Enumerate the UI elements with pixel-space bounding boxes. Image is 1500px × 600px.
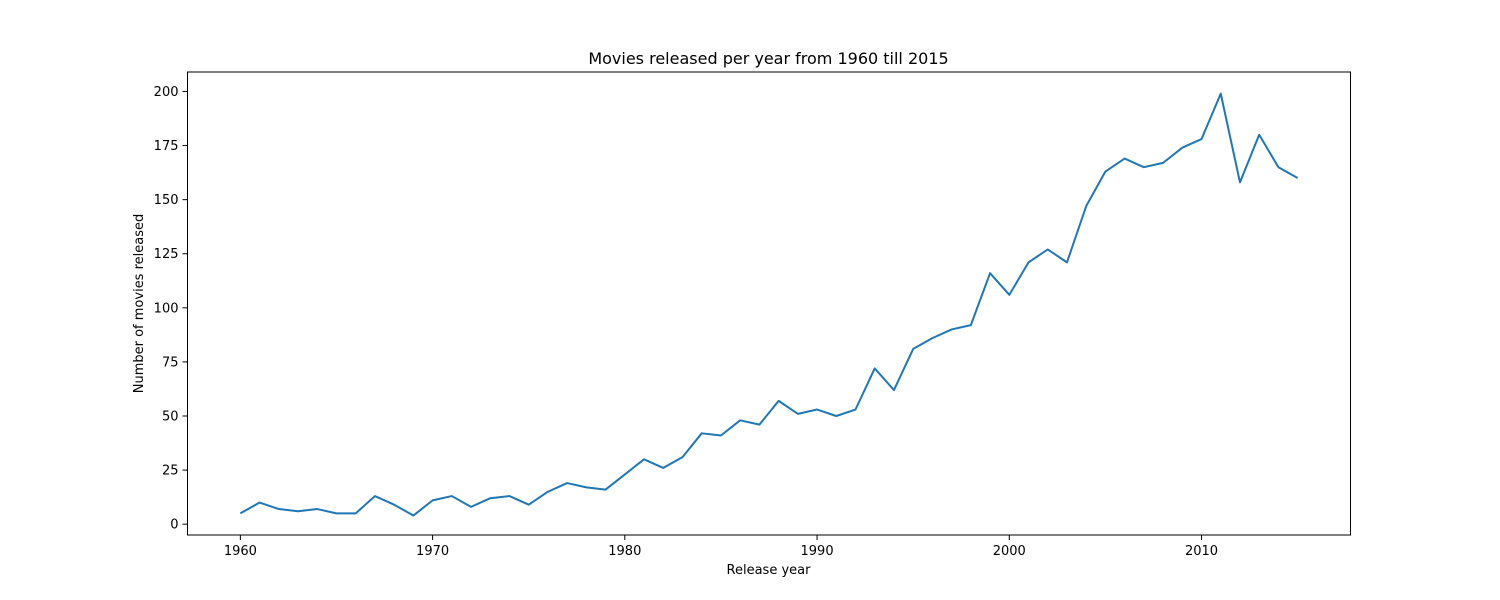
x-tick-label: 2010 [1185, 544, 1218, 559]
y-tick-label: 150 [154, 193, 179, 208]
x-tick-label: 2000 [993, 544, 1026, 559]
x-axis-label: Release year [727, 563, 812, 578]
chart-title: Movies released per year from 1960 till … [588, 49, 948, 68]
y-tick-label: 200 [154, 85, 179, 100]
plot-area [187, 71, 1351, 536]
y-axis: 0 25 50 75 100 125 150 175 200 [154, 85, 188, 533]
x-tick-label: 1980 [608, 544, 641, 559]
y-tick-label: 175 [154, 139, 179, 154]
x-axis: 1960 1970 1980 1990 2000 2010 [224, 535, 1218, 559]
y-axis-label: Number of movies released [132, 214, 147, 394]
y-tick-label: 100 [154, 301, 179, 316]
y-tick-label: 125 [154, 247, 179, 262]
y-tick-label: 50 [162, 410, 179, 425]
y-tick-label: 75 [162, 355, 179, 370]
y-tick-label: 0 [170, 518, 178, 533]
y-tick-label: 25 [162, 464, 179, 479]
series-layer [239, 92, 1299, 517]
x-tick-label: 1970 [416, 544, 449, 559]
series-line [239, 92, 1299, 517]
x-tick-label: 1990 [801, 544, 834, 559]
x-tick-label: 1960 [224, 544, 257, 559]
